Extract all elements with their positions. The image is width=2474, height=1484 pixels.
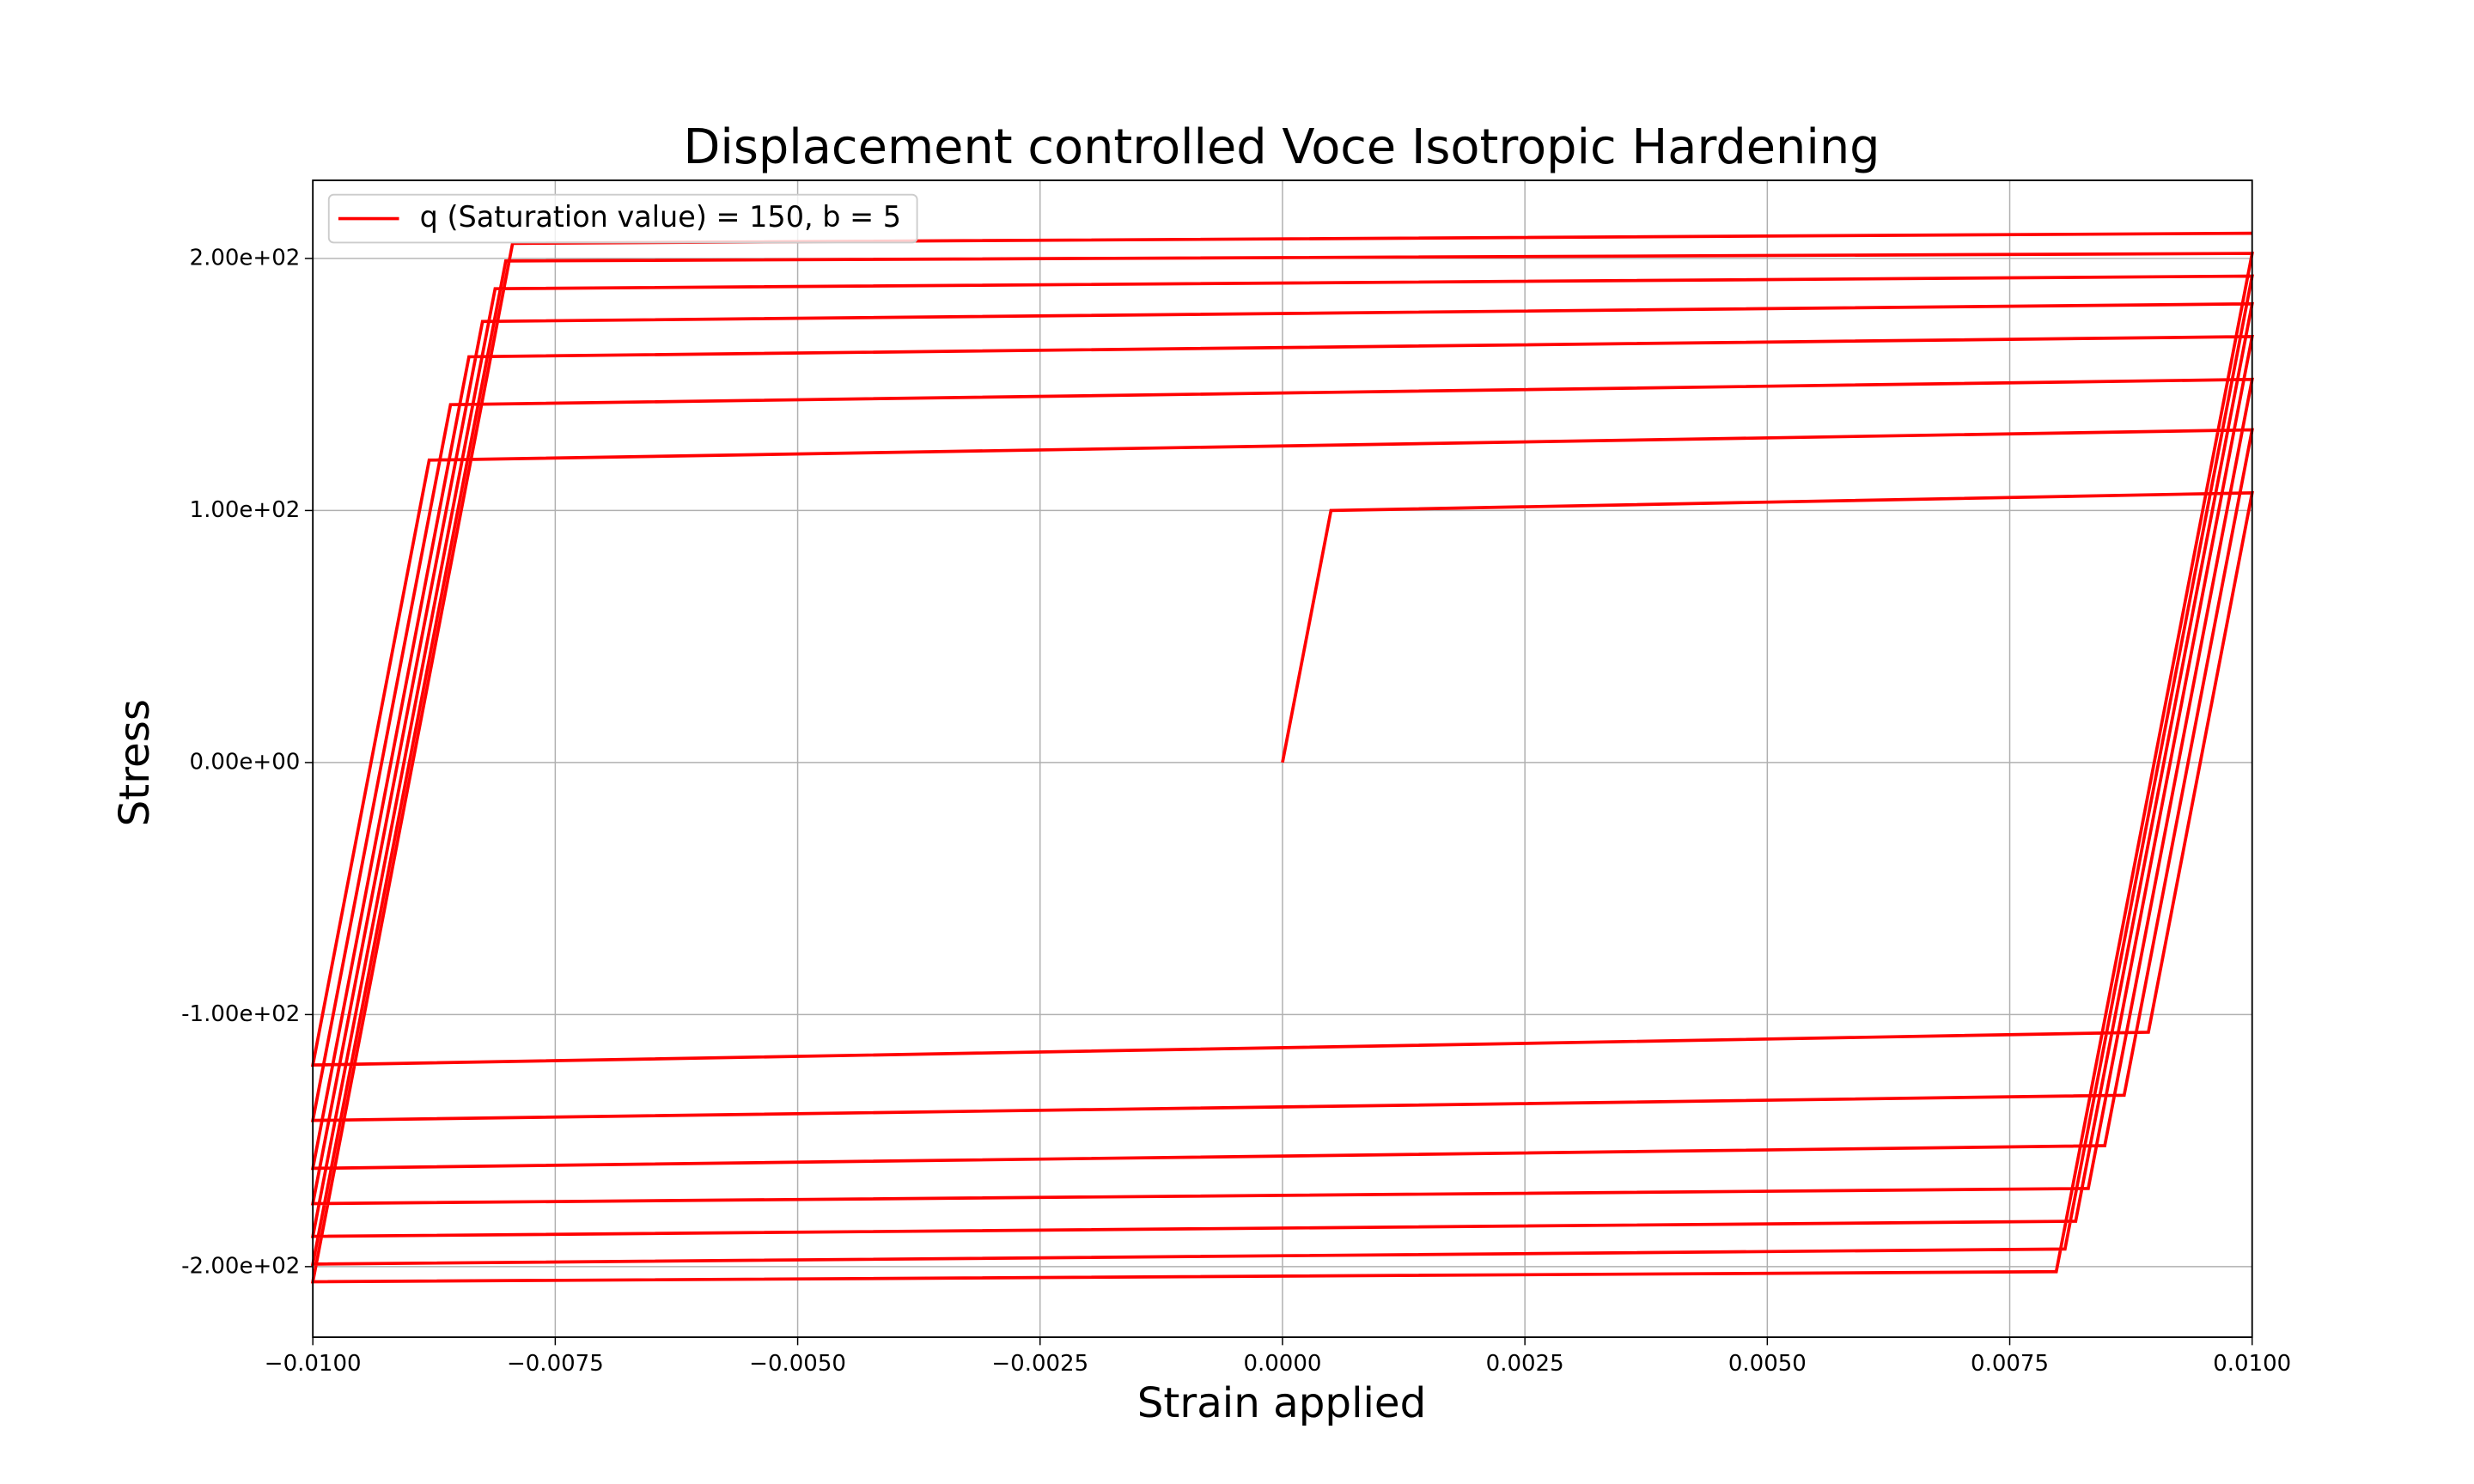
x-axis-label: Strain applied (1137, 1379, 1427, 1427)
legend-label: q (Saturation value) = 150, b = 5 (420, 200, 901, 234)
legend-box (327, 193, 918, 244)
y-tick-label: 2.00e+02 (190, 245, 301, 271)
x-tick-label: −0.0050 (749, 1351, 846, 1377)
x-tick-label: −0.0025 (991, 1351, 1088, 1377)
y-tick-label: 1.00e+02 (190, 497, 301, 523)
x-tick-label: −0.0100 (265, 1351, 362, 1377)
x-tick-label: 0.0025 (1486, 1351, 1564, 1377)
x-tick-label: 0.0000 (1243, 1351, 1321, 1377)
plot-frame (312, 179, 2253, 1338)
x-tick-label: 0.0075 (1971, 1351, 2049, 1377)
y-tick-label: -2.00e+02 (181, 1253, 300, 1279)
y-tick-label: 0.00e+00 (190, 749, 301, 775)
x-tick-label: 0.0100 (2213, 1351, 2291, 1377)
legend: q (Saturation value) = 150, b = 5 (327, 193, 918, 244)
y-tick-label: -1.00e+02 (181, 1001, 300, 1027)
data-line (310, 231, 2254, 1284)
plot (310, 231, 2254, 1284)
chart-title: Displacement controlled Voce Isotropic H… (683, 119, 1880, 175)
grid: −0.0100 −0.0075 −0.0050 −0.0025 0.0000 0.0025… (181, 179, 2291, 1377)
y-axis-label: Stress (111, 699, 159, 826)
x-tick-label: −0.0075 (507, 1351, 604, 1377)
x-tick-label: 0.0050 (1728, 1351, 1807, 1377)
